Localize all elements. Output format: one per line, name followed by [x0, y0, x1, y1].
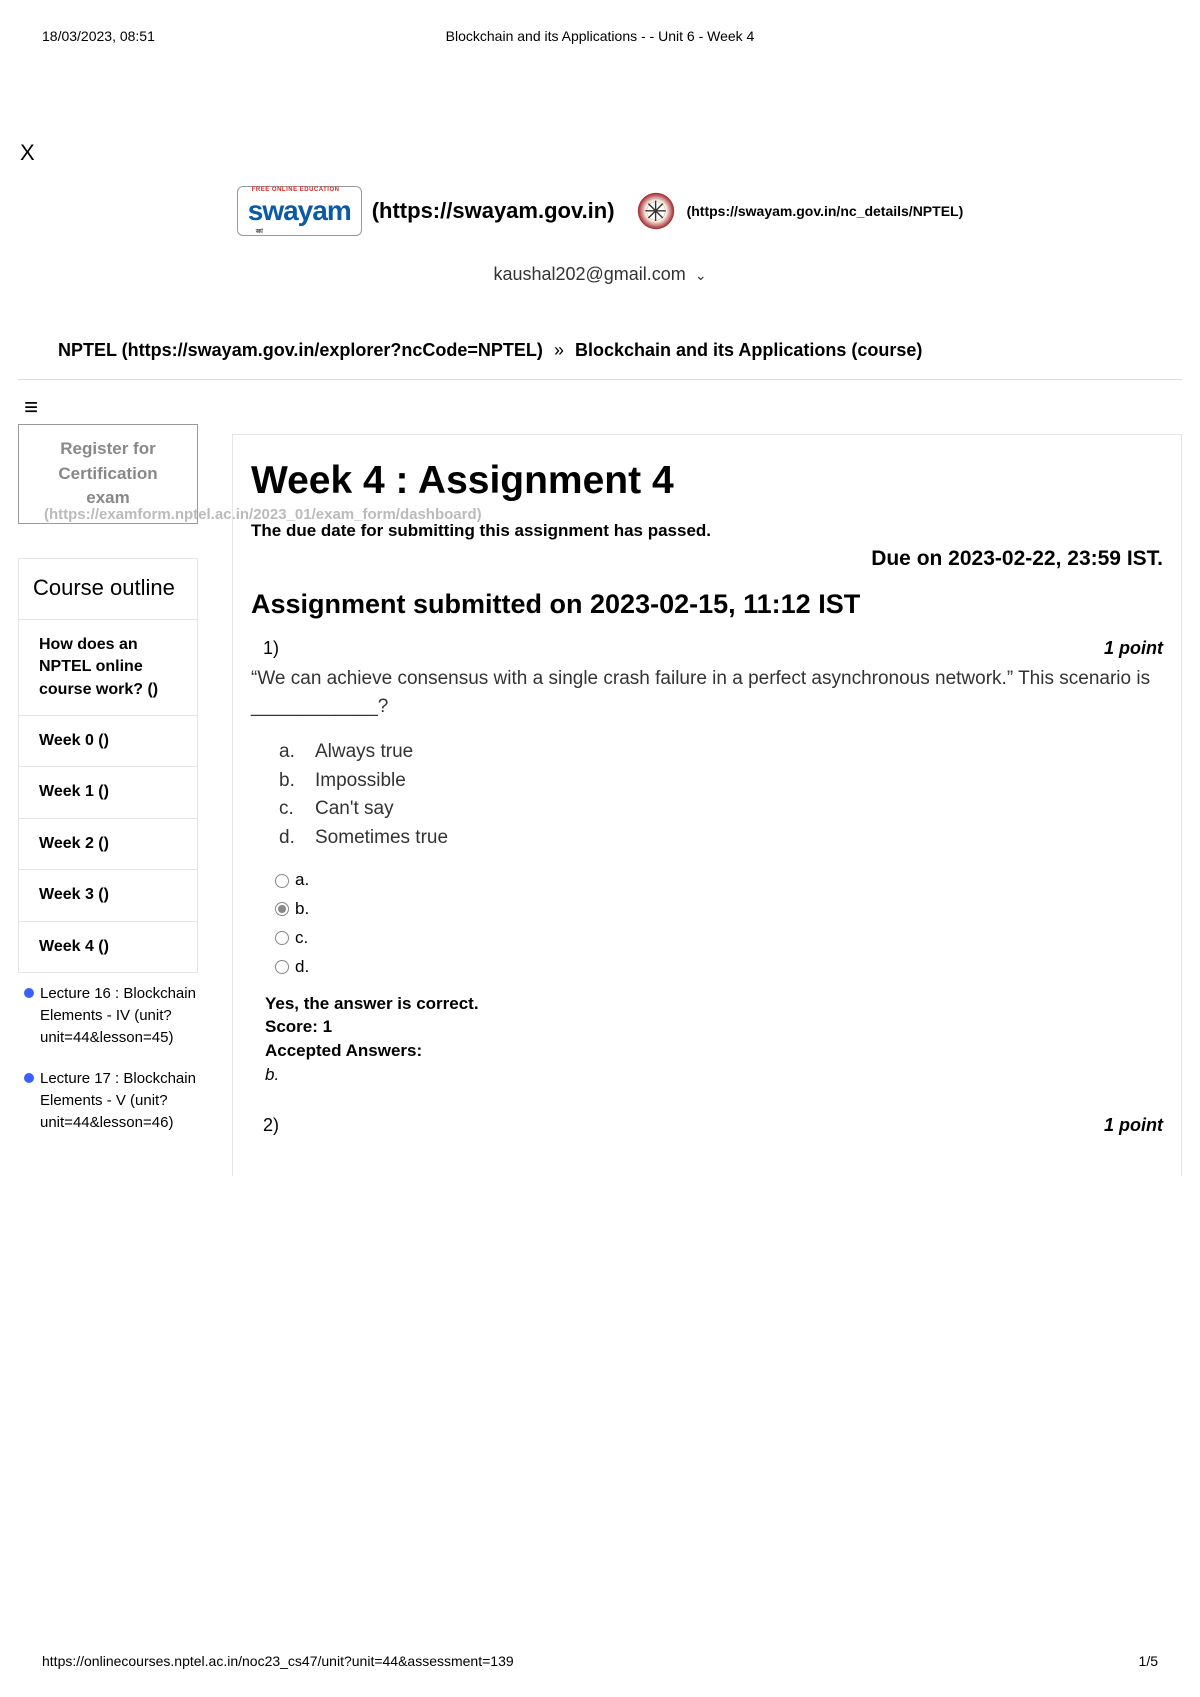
outline-item-week2[interactable]: Week 2 () — [19, 819, 197, 870]
bullet-icon — [24, 1073, 34, 1083]
outline-item-week4[interactable]: Week 4 () — [19, 922, 197, 972]
breadcrumb-course[interactable]: Blockchain and its Applications (course) — [575, 340, 922, 360]
q1-text: “We can achieve consensus with a single … — [251, 665, 1163, 720]
main-columns: (https://examform.nptel.ac.in/2023_01/ex… — [18, 424, 1182, 1176]
bullet-icon — [24, 988, 34, 998]
lecture-16-link[interactable]: Lecture 16 : Blockchain Elements - IV (u… — [18, 973, 198, 1058]
swayam-brand-text: FREE ONLINE EDUCATION swayam स्वयं — [248, 195, 351, 227]
q1-option-d: d. Sometimes true — [279, 824, 1163, 853]
print-timestamp: 18/03/2023, 08:51 — [42, 28, 155, 44]
question-1: 1) 1 point “We can achieve consensus wit… — [251, 638, 1163, 1087]
outline-item-week3[interactable]: Week 3 () — [19, 870, 197, 921]
hamburger-icon[interactable]: ≡ — [24, 394, 1182, 422]
breadcrumb-nptel[interactable]: NPTEL (https://swayam.gov.in/explorer?nc… — [58, 340, 543, 360]
q1-radio-c[interactable]: c. — [275, 924, 1163, 953]
page-content: X FREE ONLINE EDUCATION swayam स्वयं (ht… — [18, 140, 1182, 1176]
due-date-text: Due on 2023-02-22, 23:59 IST. — [251, 547, 1163, 571]
due-passed-text: The due date for submitting this assignm… — [251, 521, 1163, 541]
radio-icon — [275, 931, 289, 945]
q1-feedback: Yes, the answer is correct. Score: 1 Acc… — [265, 992, 1163, 1087]
submitted-title: Assignment submitted on 2023-02-15, 11:1… — [251, 589, 1163, 620]
assignment-title: Week 4 : Assignment 4 — [251, 459, 1163, 503]
user-email: kaushal202@gmail.com — [493, 264, 685, 284]
close-button[interactable]: X — [20, 140, 1182, 166]
q1-option-a: a. Always true — [279, 738, 1163, 767]
q1-number: 1) — [251, 638, 279, 659]
outline-title: Course outline — [19, 559, 197, 620]
nptel-logo-icon[interactable]: ✳ — [635, 190, 677, 232]
print-title: Blockchain and its Applications - - Unit… — [446, 28, 755, 44]
q1-option-b: b. Impossible — [279, 767, 1163, 796]
register-line-3: exam — [27, 486, 189, 511]
user-email-dropdown[interactable]: kaushal202@gmail.com ⌄ — [18, 264, 1182, 285]
lecture-17-link[interactable]: Lecture 17 : Blockchain Elements - V (un… — [18, 1058, 198, 1143]
breadcrumb-separator: » — [554, 340, 564, 360]
register-line-2: Certification — [27, 462, 189, 487]
outline-item-week1[interactable]: Week 1 () — [19, 767, 197, 818]
radio-icon — [275, 902, 289, 916]
print-page: 1/5 — [1139, 1653, 1158, 1669]
print-url: https://onlinecourses.nptel.ac.in/noc23_… — [42, 1653, 514, 1669]
breadcrumb: NPTEL (https://swayam.gov.in/explorer?nc… — [18, 340, 1182, 380]
sidebar: (https://examform.nptel.ac.in/2023_01/ex… — [18, 424, 198, 1144]
swayam-tagline: FREE ONLINE EDUCATION — [252, 187, 340, 193]
assignment-panel: Week 4 : Assignment 4 The due date for s… — [232, 434, 1182, 1176]
q1-radio-a[interactable]: a. — [275, 866, 1163, 895]
q1-options: a. Always true b. Impossible c. Can't sa… — [279, 738, 1163, 852]
swayam-link[interactable]: (https://swayam.gov.in) — [372, 198, 615, 224]
q2-number: 2) — [251, 1115, 279, 1136]
q1-option-c: c. Can't say — [279, 795, 1163, 824]
q1-points: 1 point — [1104, 638, 1163, 659]
question-2: 2) 1 point — [251, 1115, 1163, 1136]
swayam-logo[interactable]: FREE ONLINE EDUCATION swayam स्वयं — [237, 186, 362, 236]
register-line-1: Register for — [27, 437, 189, 462]
outline-item-week0[interactable]: Week 0 () — [19, 716, 197, 767]
q1-score: Score: 1 — [265, 1015, 1163, 1039]
q2-points: 1 point — [1104, 1115, 1163, 1136]
chevron-down-icon: ⌄ — [695, 267, 707, 283]
header-logos: FREE ONLINE EDUCATION swayam स्वयं (http… — [18, 186, 1182, 236]
q1-radio-d[interactable]: d. — [275, 953, 1163, 982]
register-exam-link[interactable]: Register for Certification exam — [18, 424, 198, 524]
radio-icon — [275, 874, 289, 888]
q1-radio-b[interactable]: b. — [275, 895, 1163, 924]
lecture-17-label: Lecture 17 : Blockchain Elements - V (un… — [40, 1068, 198, 1133]
swayam-subtext: स्वयं — [256, 227, 262, 235]
outline-item-how[interactable]: How does an NPTEL online course work? () — [19, 620, 197, 716]
q1-accepted-label: Accepted Answers: — [265, 1039, 1163, 1063]
q1-radio-group: a. b. c. d. — [275, 866, 1163, 982]
nptel-link[interactable]: (https://swayam.gov.in/nc_details/NPTEL) — [687, 203, 964, 219]
q1-correct: Yes, the answer is correct. — [265, 992, 1163, 1016]
radio-icon — [275, 960, 289, 974]
lecture-16-label: Lecture 16 : Blockchain Elements - IV (u… — [40, 983, 198, 1048]
course-outline: Course outline How does an NPTEL online … — [18, 558, 198, 973]
q1-accepted-answer: b. — [265, 1063, 1163, 1087]
